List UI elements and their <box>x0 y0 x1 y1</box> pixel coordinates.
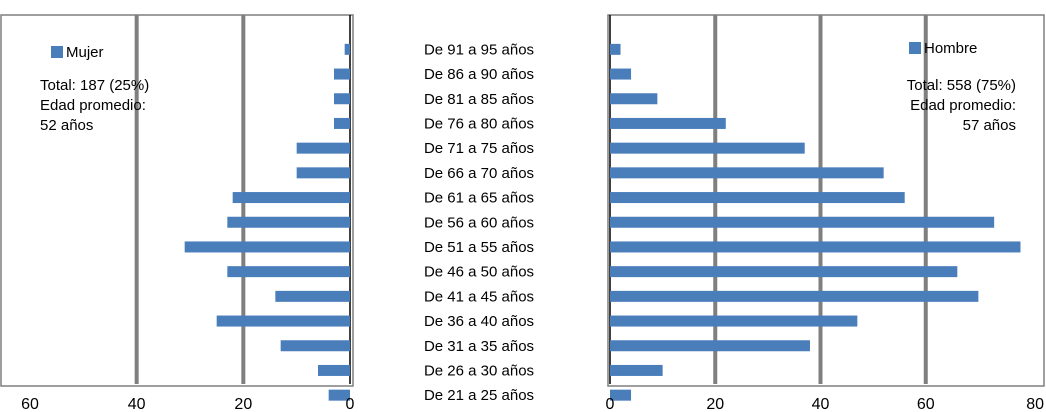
age-category-label: De 21 a 25 años <box>424 387 534 404</box>
mujer-bar <box>296 142 350 154</box>
hombre-plot-border <box>607 14 1045 387</box>
age-category-label: De 36 a 40 años <box>424 313 534 330</box>
hombre-tick-label: 80 <box>1026 396 1044 412</box>
mujer-tick-label: 20 <box>234 396 252 412</box>
mujer-bar <box>344 43 350 55</box>
mujer-bar <box>227 216 350 228</box>
hombre-bar <box>610 68 632 80</box>
hombre-legend-label: Hombre <box>924 40 977 57</box>
hombre-stat-line: Total: 558 (75%) <box>907 77 1016 94</box>
hombre-tick-label: 60 <box>917 396 935 412</box>
mujer-bar <box>334 93 350 105</box>
age-category-label: De 41 a 45 años <box>424 288 534 305</box>
mujer-stat-line: Edad promedio: <box>40 97 146 114</box>
hombre-bar <box>610 142 805 154</box>
hombre-bar <box>610 167 884 179</box>
age-category-label: De 61 a 65 años <box>424 190 534 207</box>
age-category-label: De 31 a 35 años <box>424 338 534 355</box>
mujer-bar <box>334 68 350 80</box>
age-category-label: De 56 a 60 años <box>424 214 534 231</box>
mujer-bar <box>296 167 350 179</box>
age-category-label: De 66 a 70 años <box>424 165 534 182</box>
mujer-legend-swatch <box>51 46 63 58</box>
age-category-label: De 51 a 55 años <box>424 239 534 256</box>
mujer-legend-label: Mujer <box>66 44 104 61</box>
hombre-bar <box>610 266 958 278</box>
mujer-plot-border <box>0 14 354 387</box>
hombre-panel: 0 20 40 60 80 Hombre Total: 558 (75%) Edad prom… <box>606 14 1045 412</box>
mujer-bar <box>275 290 350 302</box>
mujer-stat-line: Total: 187 (25%) <box>40 77 149 94</box>
hombre-bar <box>610 216 995 228</box>
age-category-labels: De 91 a 95 años De 86 a 90 años De 81 a 85… <box>424 41 534 404</box>
mujer-tick-label: 0 <box>346 396 355 412</box>
mujer-bar <box>318 364 350 376</box>
mujer-bar <box>216 315 350 327</box>
mujer-bar <box>184 241 350 253</box>
age-category-label: De 86 a 90 años <box>424 66 534 83</box>
hombre-bar <box>610 364 663 376</box>
hombre-stat-line: 57 años <box>963 117 1016 134</box>
hombre-bar <box>610 290 979 302</box>
hombre-bar <box>610 93 658 105</box>
mujer-bar <box>334 117 350 129</box>
mujer-bar <box>232 192 350 204</box>
mujer-bar <box>227 266 350 278</box>
age-category-label: De 91 a 95 años <box>424 41 534 58</box>
hombre-bar <box>610 315 858 327</box>
hombre-bar <box>610 43 621 55</box>
mujer-tick-label: 60 <box>21 396 39 412</box>
age-category-label: De 26 a 30 años <box>424 362 534 379</box>
hombre-bar <box>610 389 632 401</box>
hombre-bar <box>610 192 905 204</box>
mujer-stat-line: 52 años <box>40 117 93 134</box>
hombre-tick-label: 0 <box>606 396 615 412</box>
mujer-tick-label: 40 <box>128 396 146 412</box>
age-category-label: De 76 a 80 años <box>424 115 534 132</box>
hombre-stat-line: Edad promedio: <box>910 97 1016 114</box>
hombre-bar <box>610 241 1021 253</box>
hombre-legend-swatch <box>909 42 921 54</box>
mujer-panel: 60 40 20 0 Mujer Total: 187 (25%) Edad promedi… <box>0 14 355 412</box>
hombre-tick-label: 40 <box>812 396 830 412</box>
mujer-bar <box>280 340 350 352</box>
age-category-label: De 81 a 85 años <box>424 91 534 108</box>
age-category-label: De 46 a 50 años <box>424 264 534 281</box>
hombre-bar <box>610 117 726 129</box>
age-category-label: De 71 a 75 años <box>424 140 534 157</box>
mujer-bar <box>328 389 350 401</box>
hombre-bar <box>610 340 810 352</box>
hombre-tick-label: 20 <box>706 396 724 412</box>
